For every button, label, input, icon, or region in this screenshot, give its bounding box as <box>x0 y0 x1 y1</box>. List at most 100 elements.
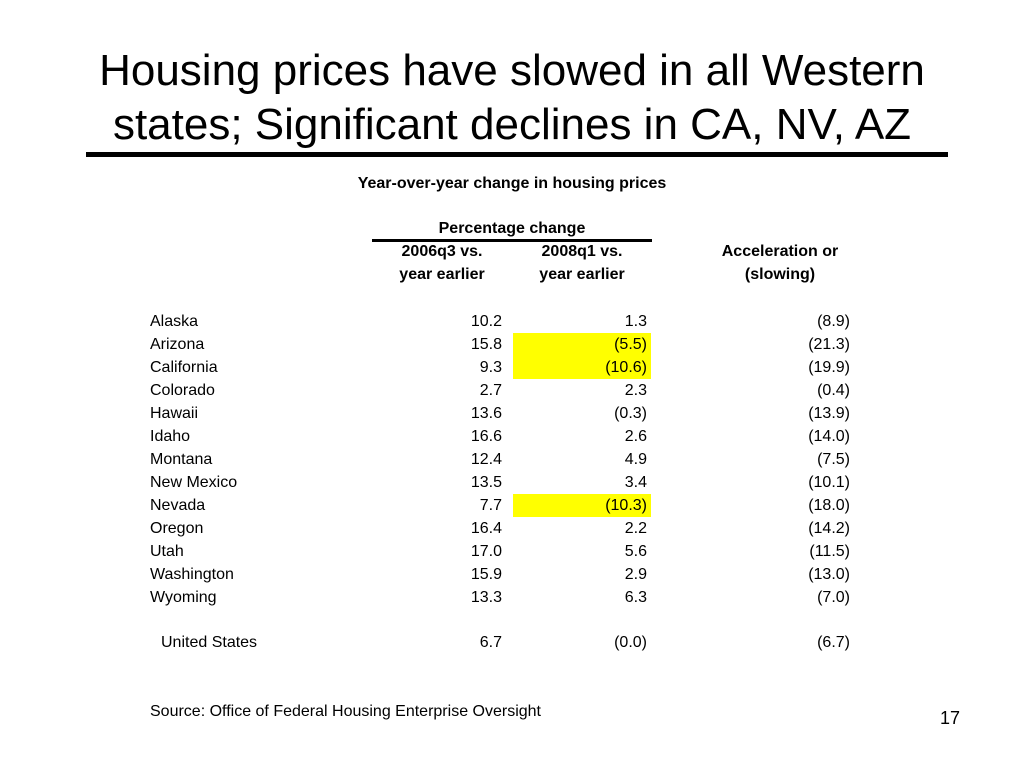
value-acceleration: (6.7) <box>817 634 850 651</box>
state-name: Washington <box>150 566 234 583</box>
value-2006q3: 2.7 <box>479 382 502 399</box>
value-2008q1: 5.6 <box>624 543 647 560</box>
value-2008q1: 4.9 <box>624 451 647 468</box>
table-row: Washington 15.9 2.9 (13.0) <box>0 563 1024 586</box>
value-acceleration: (19.9) <box>808 359 850 376</box>
value-acceleration: (14.2) <box>808 520 850 537</box>
group-header-rule <box>372 239 652 242</box>
table-total-row: United States 6.7 (0.0) (6.7) <box>0 631 1024 654</box>
value-acceleration: (18.0) <box>808 497 850 514</box>
state-name: California <box>150 359 218 376</box>
value-acceleration: (7.0) <box>817 589 850 606</box>
value-2006q3: 9.3 <box>479 359 502 376</box>
value-2008q1: 6.3 <box>624 589 647 606</box>
highlighted-cell: (5.5) <box>513 333 651 356</box>
value-2006q3: 15.9 <box>470 566 502 583</box>
value-cell: (0.3) <box>513 402 651 425</box>
highlighted-cell: (10.3) <box>513 494 651 517</box>
value-acceleration: (0.4) <box>817 382 850 399</box>
value-2006q3: 13.5 <box>470 474 502 491</box>
table-row: Arizona 15.8 (5.5) (21.3) <box>0 333 1024 356</box>
value-2008q1: (10.3) <box>605 497 647 514</box>
state-name: Montana <box>150 451 213 468</box>
state-name: Arizona <box>150 336 205 353</box>
column-header-2008q1-line1: 2008q1 vs. <box>541 243 623 260</box>
value-2008q1: 2.2 <box>624 520 647 537</box>
table-row: Hawaii 13.6 (0.3) (13.9) <box>0 402 1024 425</box>
value-acceleration: (21.3) <box>808 336 850 353</box>
value-2006q3: 7.7 <box>479 497 502 514</box>
value-2006q3: 13.6 <box>470 405 502 422</box>
table-row: Idaho 16.6 2.6 (14.0) <box>0 425 1024 448</box>
table-row: Nevada 7.7 (10.3) (18.0) <box>0 494 1024 517</box>
table-row: Oregon 16.4 2.2 (14.2) <box>0 517 1024 540</box>
page-number: 17 <box>940 708 961 728</box>
table-row: Utah 17.0 5.6 (11.5) <box>0 540 1024 563</box>
state-name: Wyoming <box>150 589 217 606</box>
value-cell: 4.9 <box>513 448 651 471</box>
state-name: Hawaii <box>150 405 199 422</box>
state-name: Utah <box>150 543 184 560</box>
column-header-2008q1-line2: year earlier <box>539 266 625 283</box>
highlighted-cell: (10.6) <box>513 356 651 379</box>
value-2008q1: (10.6) <box>605 359 647 376</box>
value-2008q1: (0.3) <box>614 405 647 422</box>
value-2008q1: 3.4 <box>624 474 647 491</box>
value-acceleration: (13.9) <box>808 405 850 422</box>
table-title: Year-over-year change in housing prices <box>357 175 667 192</box>
value-cell: 2.2 <box>513 517 651 540</box>
column-header-acceleration-line1: Acceleration or <box>721 243 839 260</box>
value-cell: 2.6 <box>513 425 651 448</box>
value-acceleration: (14.0) <box>808 428 850 445</box>
value-acceleration: (13.0) <box>808 566 850 583</box>
table-row: Montana 12.4 4.9 (7.5) <box>0 448 1024 471</box>
table-row: Alaska 10.2 1.3 (8.9) <box>0 310 1024 333</box>
value-2006q3: 16.6 <box>470 428 502 445</box>
value-cell: 2.9 <box>513 563 651 586</box>
value-2006q3: 6.7 <box>479 634 502 651</box>
column-header-acceleration: Acceleration or (slowing) <box>700 240 860 286</box>
column-header-2006q3: 2006q3 vs. year earlier <box>372 240 512 286</box>
source-note: Source: Office of Federal Housing Enterp… <box>150 703 541 720</box>
value-cell: 1.3 <box>513 310 651 333</box>
table-row: Wyoming 13.3 6.3 (7.0) <box>0 586 1024 609</box>
column-header-2006q3-line1: 2006q3 vs. <box>401 243 483 260</box>
value-cell: (0.0) <box>513 631 651 654</box>
value-2008q1: 1.3 <box>624 313 647 330</box>
slide-title-line-1: Housing prices have slowed in all Wester… <box>99 46 925 95</box>
value-2006q3: 15.8 <box>470 336 502 353</box>
group-header: Percentage change <box>438 220 586 237</box>
state-name: Nevada <box>150 497 206 514</box>
table-row: California 9.3 (10.6) (19.9) <box>0 356 1024 379</box>
table-row: New Mexico 13.5 3.4 (10.1) <box>0 471 1024 494</box>
value-2008q1: (5.5) <box>614 336 647 353</box>
value-cell: 3.4 <box>513 471 651 494</box>
value-cell: 2.3 <box>513 379 651 402</box>
value-acceleration: (11.5) <box>809 543 850 560</box>
value-2006q3: 17.0 <box>470 543 502 560</box>
value-2008q1: 2.9 <box>624 566 647 583</box>
value-acceleration: (7.5) <box>817 451 850 468</box>
value-cell: 6.3 <box>513 586 651 609</box>
column-header-acceleration-line2: (slowing) <box>744 266 816 283</box>
value-acceleration: (8.9) <box>817 313 850 330</box>
column-header-2008q1: 2008q1 vs. year earlier <box>512 240 652 286</box>
value-2008q1: (0.0) <box>614 634 647 651</box>
value-2006q3: 13.3 <box>470 589 502 606</box>
value-2006q3: 16.4 <box>470 520 502 537</box>
value-2008q1: 2.6 <box>624 428 647 445</box>
state-name: New Mexico <box>150 474 238 491</box>
title-underline <box>86 152 948 157</box>
value-2006q3: 12.4 <box>470 451 502 468</box>
value-acceleration: (10.1) <box>808 474 850 491</box>
state-name: United States <box>161 634 258 651</box>
state-name: Colorado <box>150 382 215 399</box>
slide-title-line-2: states; Significant declines in CA, NV, … <box>112 100 912 149</box>
state-name: Alaska <box>150 313 199 330</box>
value-2008q1: 2.3 <box>624 382 647 399</box>
value-cell: 5.6 <box>513 540 651 563</box>
state-name: Idaho <box>150 428 191 445</box>
slide-title: Housing prices have slowed in all Wester… <box>0 44 1024 152</box>
table-row: Colorado 2.7 2.3 (0.4) <box>0 379 1024 402</box>
column-header-2006q3-line2: year earlier <box>399 266 485 283</box>
